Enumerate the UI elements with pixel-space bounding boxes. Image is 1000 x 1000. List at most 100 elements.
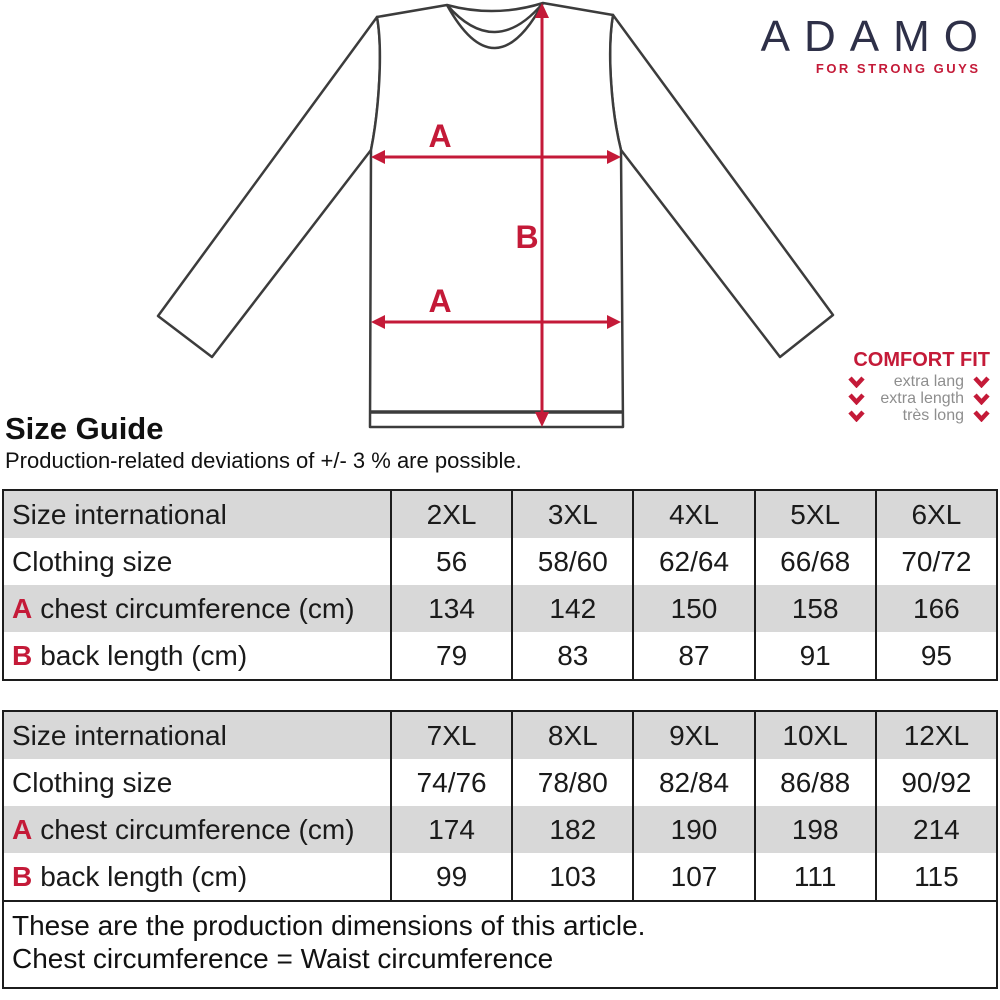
brand-logo: ADAMO FOR STRONG GUYS	[761, 14, 981, 77]
comfort-fit-row: extra lang	[848, 373, 990, 390]
size-value: 12XL	[874, 712, 996, 759]
chevron-down-icon	[973, 409, 990, 422]
row-label: Size international	[4, 712, 390, 759]
comfort-fit-row: très long	[848, 407, 990, 424]
size-value: 166	[874, 585, 996, 632]
size-value: 86/88	[753, 759, 875, 806]
row-label-text: Size international	[12, 499, 227, 530]
shirt-diagram: A A B	[156, 1, 835, 429]
row-label-text: back length (cm)	[40, 640, 248, 671]
collar-outer-line	[445, 2, 545, 50]
size-value: 111	[753, 853, 875, 900]
comfort-fit-title: COMFORT FIT	[853, 349, 990, 371]
table-row: Size international 7XL 8XL 9XL 10XL 12XL	[4, 712, 996, 759]
size-value: 107	[632, 853, 753, 900]
shirt-body	[368, 1, 625, 429]
row-label-text: Size international	[12, 720, 227, 751]
size-table-2: Size international 7XL 8XL 9XL 10XL 12XL…	[2, 710, 998, 989]
size-value: 7XL	[390, 712, 511, 759]
row-label: Clothing size	[4, 759, 390, 806]
chevron-down-icon	[848, 409, 865, 422]
size-value: 9XL	[632, 712, 753, 759]
row-label-text: Clothing size	[12, 546, 173, 577]
row-label-text: Clothing size	[12, 767, 173, 798]
size-value: 74/76	[390, 759, 511, 806]
size-value: 4XL	[632, 491, 753, 538]
size-value: 103	[511, 853, 632, 900]
size-value: 8XL	[511, 712, 632, 759]
size-value: 56	[390, 538, 511, 585]
size-value: 70/72	[874, 538, 996, 585]
measure-letter: A	[12, 814, 33, 845]
size-value: 90/92	[874, 759, 996, 806]
chevron-down-icon	[848, 392, 865, 405]
measure-letter: B	[12, 861, 33, 892]
size-value: 115	[874, 853, 996, 900]
arrowhead-down-icon	[535, 412, 549, 427]
size-value: 198	[753, 806, 875, 853]
table-row: Size international 2XL 3XL 4XL 5XL 6XL	[4, 491, 996, 538]
comfort-fit-label: très long	[902, 407, 964, 424]
comfort-fit-row: extra length	[848, 390, 990, 407]
size-value: 87	[632, 632, 753, 679]
size-table-1: Size international 2XL 3XL 4XL 5XL 6XL C…	[2, 489, 998, 681]
size-value: 91	[753, 632, 875, 679]
label-b: B	[515, 219, 538, 255]
production-note: These are the production dimensions of t…	[4, 900, 996, 987]
size-value: 66/68	[753, 538, 875, 585]
measurement-labels: A A B	[428, 118, 538, 319]
table-row: Clothing size 56 58/60 62/64 66/68 70/72	[4, 538, 996, 585]
comfort-fit-label: extra lang	[893, 373, 964, 390]
brand-name: ADAMO	[760, 12, 992, 61]
size-value: 10XL	[753, 712, 875, 759]
comfort-fit-block: COMFORT FIT extra lang extra length très…	[848, 349, 990, 424]
size-value: 83	[511, 632, 632, 679]
arrowhead-right-icon	[607, 315, 621, 329]
measurement-arrows	[371, 3, 621, 427]
row-label-text: chest circumference (cm)	[40, 814, 355, 845]
collar-inner-line	[446, 2, 544, 34]
shirt-left-sleeve	[156, 15, 382, 359]
chevron-down-icon	[973, 375, 990, 388]
size-value: 190	[632, 806, 753, 853]
production-note-line2: Chest circumference = Waist circumferenc…	[12, 943, 554, 974]
size-value: 58/60	[511, 538, 632, 585]
arrowhead-up-icon	[535, 3, 549, 18]
measure-letter: B	[12, 640, 33, 671]
shirt-outline	[156, 1, 835, 429]
arrowhead-left-icon	[371, 315, 385, 329]
label-a-top: A	[428, 118, 451, 154]
size-value: 174	[390, 806, 511, 853]
page-title: Size Guide	[5, 411, 164, 446]
row-label: Size international	[4, 491, 390, 538]
arrowhead-right-icon	[607, 150, 621, 164]
size-value: 79	[390, 632, 511, 679]
size-value: 134	[390, 585, 511, 632]
row-label-text: back length (cm)	[40, 861, 248, 892]
size-value: 99	[390, 853, 511, 900]
chevron-down-icon	[973, 392, 990, 405]
size-value: 214	[874, 806, 996, 853]
deviation-note: Production-related deviations of +/- 3 %…	[5, 448, 522, 473]
size-value: 82/84	[632, 759, 753, 806]
size-value: 78/80	[511, 759, 632, 806]
size-value: 3XL	[511, 491, 632, 538]
row-label-text: chest circumference (cm)	[40, 593, 355, 624]
measure-letter: A	[12, 593, 33, 624]
brand-tagline: FOR STRONG GUYS	[815, 61, 981, 76]
size-value: 2XL	[390, 491, 511, 538]
chevron-down-icon	[848, 375, 865, 388]
arrowhead-left-icon	[371, 150, 385, 164]
size-value: 182	[511, 806, 632, 853]
table-row: Clothing size 74/76 78/80 82/84 86/88 90…	[4, 759, 996, 806]
row-label: Clothing size	[4, 538, 390, 585]
size-value: 5XL	[753, 491, 875, 538]
